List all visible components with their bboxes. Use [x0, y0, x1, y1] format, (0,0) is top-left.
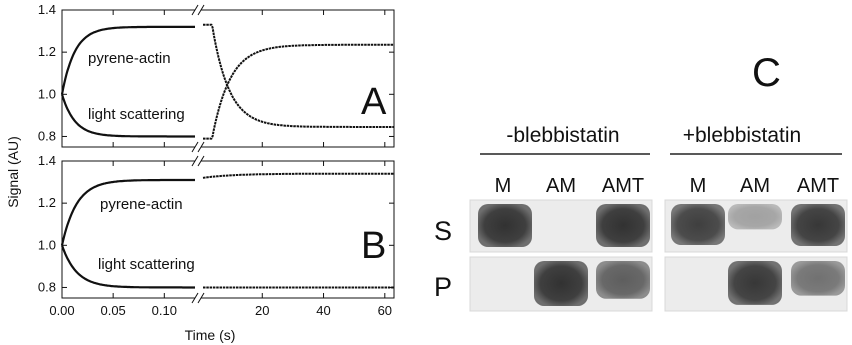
lane-label-am: AM — [546, 175, 576, 197]
panel-a-chart: 0.8 1.0 1.2 1.4 pyrene-actin light scatteri… — [38, 2, 395, 153]
x-axis-title: Time (s) — [185, 327, 236, 343]
y-tick-label: 1.4 — [38, 153, 56, 168]
axis-break-gap — [195, 8, 201, 12]
x-tick-label: 0.00 — [49, 303, 74, 318]
y-tick-label: 1.4 — [38, 2, 56, 17]
curve-segment1-light-scattering — [60, 93, 195, 138]
axis-break-gap — [195, 159, 201, 163]
axis-break-mark — [197, 155, 205, 167]
x-tick-label: 0.05 — [100, 303, 125, 318]
y-tick-label: 0.8 — [38, 279, 56, 294]
axis-break-mark — [197, 4, 205, 16]
lane-label-m: M — [690, 175, 707, 197]
axis-break-mark — [191, 292, 199, 304]
y-axis-title: Signal (AU) — [5, 136, 21, 208]
panel-b-pyrene-label: pyrene-actin — [100, 196, 183, 213]
curve-segment1-pyrene-actin — [60, 25, 195, 95]
axis-break-mark — [191, 141, 199, 153]
x-tick-label: 20 — [255, 303, 269, 318]
curve-segment2-pyrene-actin — [202, 172, 394, 179]
panel-c-letter: C — [752, 51, 781, 95]
y-tick-label: 1.2 — [38, 195, 56, 210]
axis-break-gap — [195, 296, 201, 300]
gel-band-p-amt — [596, 261, 650, 299]
curve-segment1-pyrene-actin — [60, 178, 195, 246]
minus-blebbistatin-label: -blebbistatin — [506, 124, 619, 147]
y-tick-label: 1.0 — [38, 86, 56, 101]
row-label-p: P — [434, 272, 452, 302]
lane-label-amt: AMT — [797, 175, 839, 197]
lane-label-m: M — [495, 175, 512, 197]
plus-blebbistatin-label: +blebbistatin — [683, 124, 802, 147]
x-tick-label: 60 — [378, 303, 392, 318]
lane-label-amt: AMT — [602, 175, 644, 197]
axis-break-gap — [195, 145, 201, 149]
panel-a-letter: A — [361, 81, 387, 123]
gel-band-s-amt — [596, 204, 650, 248]
gel-band-s-amt — [791, 204, 845, 247]
panel-a-scatter-label: light scattering — [88, 106, 185, 123]
gel-band-p-amt — [791, 261, 845, 296]
axis-break-mark — [197, 141, 205, 153]
axis-break-mark — [191, 4, 199, 16]
curve-segment2-pyrene-actin — [203, 23, 394, 128]
gel-band-s-m — [478, 204, 532, 248]
axis-break-mark — [191, 155, 199, 167]
x-tick-label: 0.10 — [152, 303, 177, 318]
x-tick-label: 40 — [316, 303, 330, 318]
y-tick-label: 1.2 — [38, 44, 56, 59]
panel-b-letter: B — [361, 225, 386, 267]
curve-segment2-light-scattering — [203, 43, 394, 140]
panel-a-pyrene-label: pyrene-actin — [88, 50, 171, 67]
gel-band-p-am — [534, 261, 588, 306]
panel-b-frame — [61, 160, 395, 299]
y-tick-label: 0.8 — [38, 128, 56, 143]
gel-band-p-am — [728, 261, 782, 305]
gel-band-s-am — [728, 204, 782, 230]
y-tick-label: 1.0 — [38, 237, 56, 252]
curve-segment1-light-scattering — [60, 244, 195, 289]
axis-break-mark — [197, 292, 205, 304]
panel-a-frame — [61, 9, 395, 148]
panel-b-chart: 0.8 1.0 1.2 1.4 0.00 0.05 0.10 20 40 60 pyrene-ac… — [38, 153, 395, 318]
row-label-s: S — [434, 216, 452, 246]
panel-b-scatter-label: light scattering — [98, 256, 195, 273]
lane-label-am: AM — [740, 175, 770, 197]
panel-c-gel: C -blebbistatin +blebbistatin M AM AMT M AM A… — [434, 51, 848, 312]
gel-band-s-m — [671, 204, 725, 246]
